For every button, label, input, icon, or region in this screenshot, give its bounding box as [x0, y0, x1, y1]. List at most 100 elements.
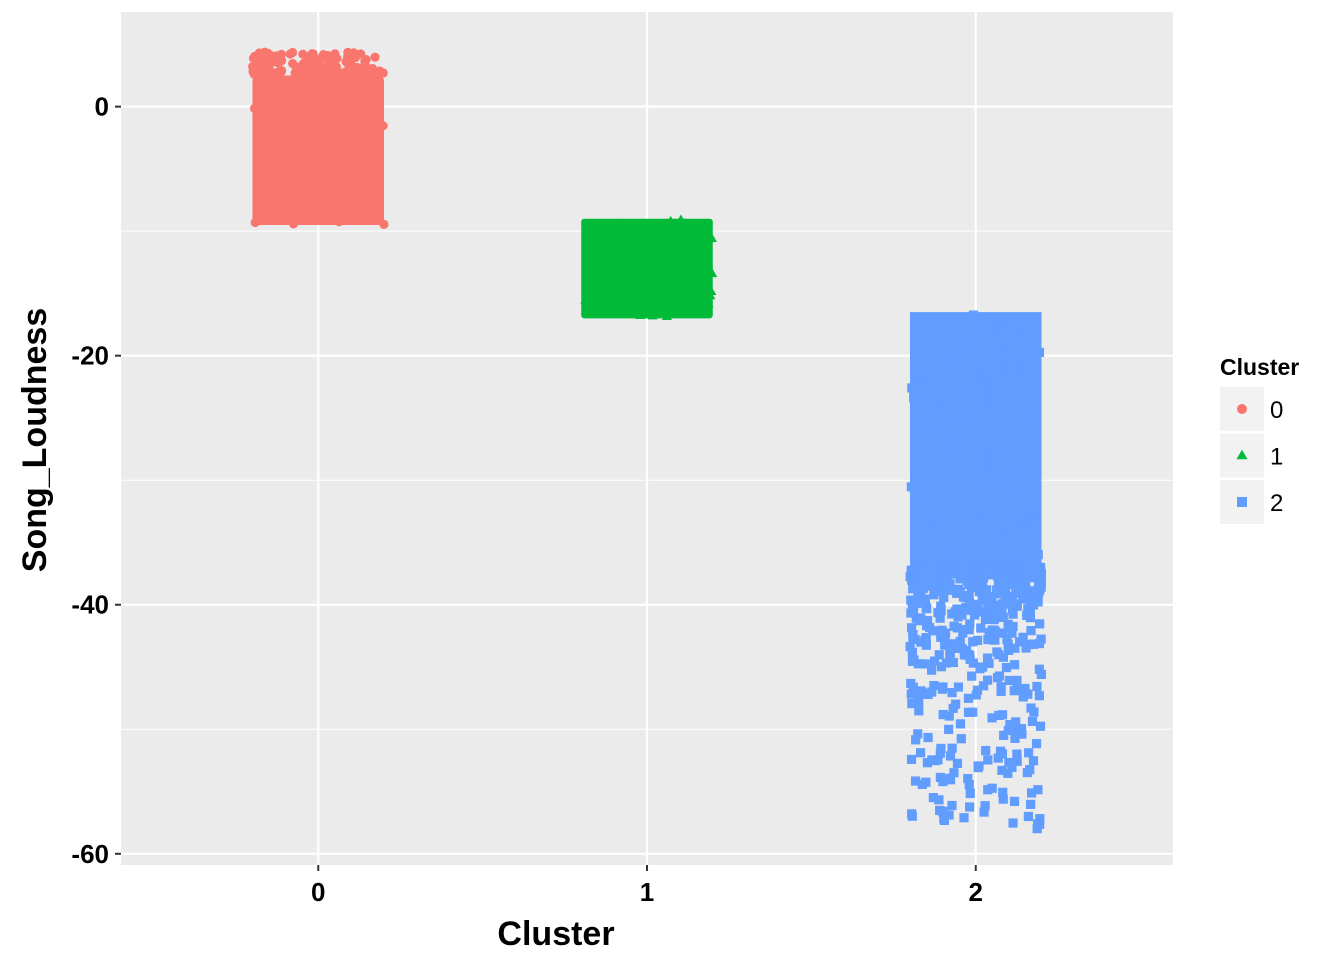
data-point	[949, 621, 959, 631]
data-point	[647, 310, 658, 320]
data-point	[681, 309, 692, 318]
data-point	[998, 787, 1008, 797]
data-point	[1006, 494, 1016, 504]
data-point	[907, 383, 917, 393]
x-axis-title: Cluster	[497, 915, 614, 953]
data-point	[905, 642, 915, 652]
data-point	[965, 619, 975, 629]
data-point	[906, 678, 916, 689]
data-point	[318, 183, 328, 193]
data-point	[984, 658, 994, 668]
data-point	[929, 680, 939, 691]
data-point	[970, 610, 980, 620]
data-point	[921, 342, 931, 352]
data-point	[980, 614, 991, 625]
data-point	[643, 282, 654, 292]
data-points	[248, 47, 1046, 834]
data-point	[330, 49, 340, 59]
data-point	[920, 594, 931, 604]
data-point	[703, 298, 714, 308]
data-point	[937, 566, 947, 576]
data-point	[991, 585, 1002, 595]
data-point	[378, 68, 388, 78]
legend-label: 2	[1270, 490, 1283, 517]
data-point	[974, 761, 984, 771]
data-point	[1016, 332, 1026, 342]
data-point	[965, 788, 975, 799]
data-point	[1034, 664, 1044, 674]
data-point	[649, 236, 660, 246]
data-point	[906, 608, 916, 618]
data-point	[1004, 363, 1015, 373]
data-point	[303, 145, 313, 155]
data-point	[308, 176, 318, 186]
data-point	[1024, 748, 1034, 758]
data-point	[580, 250, 592, 259]
x-tick-label: 0	[311, 877, 325, 907]
data-point	[308, 111, 318, 122]
data-point	[1036, 669, 1046, 680]
data-point	[354, 164, 365, 174]
data-point	[271, 178, 281, 188]
data-point	[936, 743, 946, 754]
data-point	[1035, 619, 1045, 629]
data-point	[1026, 788, 1037, 798]
data-point	[1032, 824, 1042, 834]
data-point	[965, 802, 975, 812]
data-point	[1004, 675, 1014, 686]
legend: Cluster 0 1 2	[1220, 354, 1299, 524]
data-point	[907, 575, 917, 585]
data-point	[971, 599, 982, 609]
data-point	[265, 70, 275, 80]
data-point	[984, 628, 994, 638]
data-point	[913, 692, 923, 702]
y-tick-label: 0	[95, 92, 109, 122]
data-point	[909, 655, 919, 665]
data-point	[950, 643, 961, 653]
data-point	[616, 221, 627, 230]
data-point	[938, 709, 948, 720]
data-point	[987, 591, 997, 602]
data-point	[977, 607, 987, 617]
data-point	[1026, 572, 1036, 582]
data-point	[921, 603, 931, 613]
data-point	[1007, 321, 1017, 331]
data-point	[632, 257, 643, 267]
data-point	[914, 706, 924, 716]
data-point	[989, 447, 999, 457]
data-point	[1003, 645, 1014, 655]
data-point	[968, 707, 978, 717]
data-point	[588, 293, 599, 303]
data-point	[906, 595, 916, 605]
data-point	[944, 810, 954, 820]
data-point	[689, 256, 701, 265]
data-point	[669, 250, 681, 259]
data-point	[706, 233, 717, 242]
data-point	[622, 296, 633, 305]
data-point	[1008, 609, 1018, 619]
data-point	[618, 233, 629, 243]
y-axis-title: Song_Loudness	[16, 308, 54, 572]
data-point	[974, 587, 984, 597]
data-point	[263, 48, 273, 58]
data-point	[923, 689, 933, 700]
data-point	[942, 581, 953, 591]
data-point	[259, 92, 269, 103]
data-point	[294, 65, 304, 75]
data-point	[938, 807, 948, 817]
data-point	[613, 295, 624, 305]
data-point	[921, 777, 931, 787]
data-point	[936, 606, 946, 616]
data-point	[987, 713, 997, 723]
data-point	[978, 681, 989, 691]
data-point	[956, 734, 966, 744]
data-point	[933, 429, 944, 440]
data-point	[1010, 643, 1020, 653]
data-point	[273, 58, 283, 68]
data-point	[906, 754, 917, 765]
data-point	[935, 613, 945, 623]
legend-key-circle	[1237, 404, 1247, 414]
data-point	[996, 686, 1006, 696]
data-point	[929, 590, 939, 600]
data-point	[1016, 723, 1027, 734]
